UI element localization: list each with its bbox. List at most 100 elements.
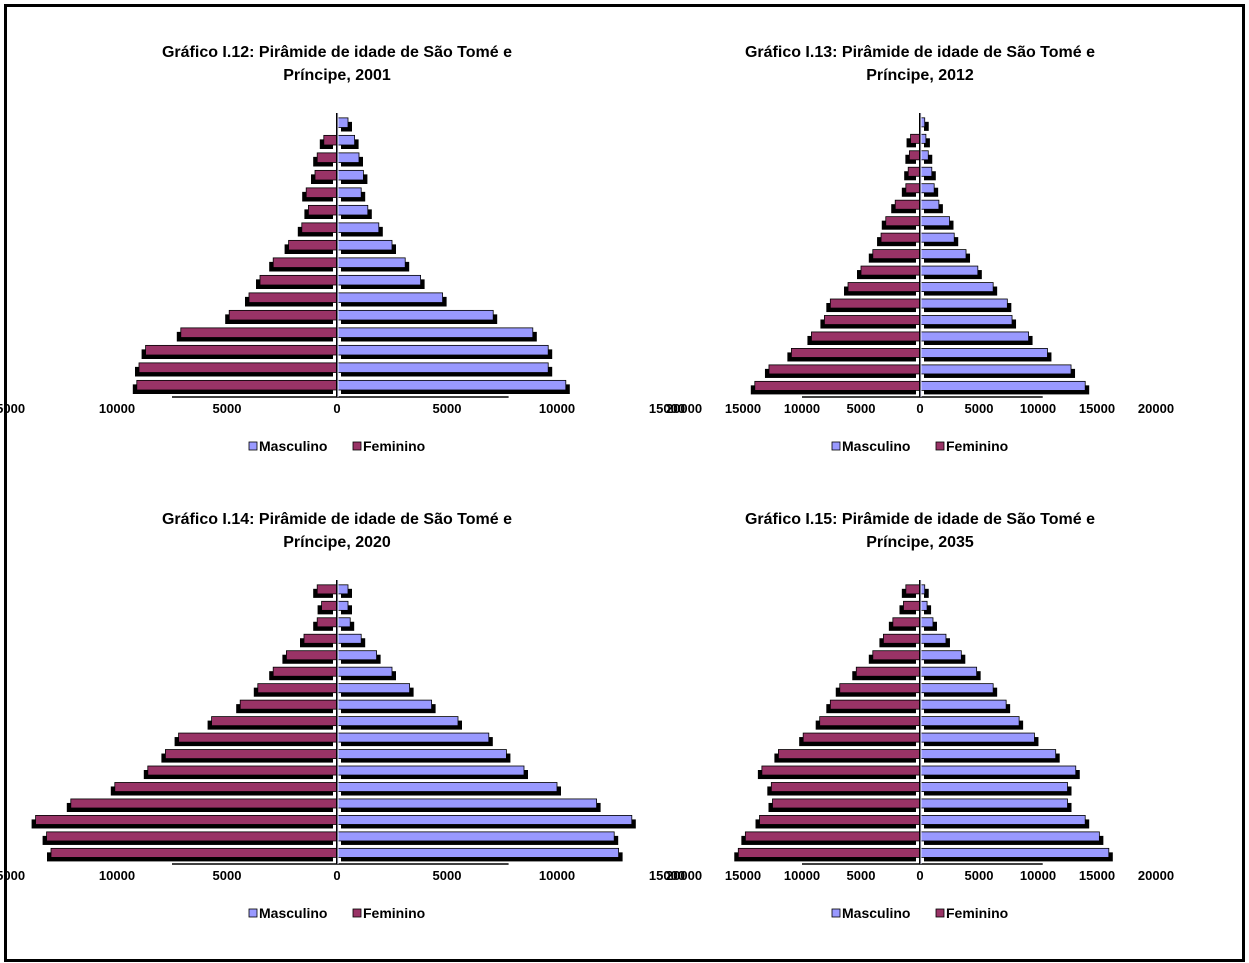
bar-feminino (138, 362, 338, 373)
bar-masculino (336, 749, 507, 759)
legend-swatch-masculino (831, 441, 841, 451)
bar-masculino (336, 344, 549, 356)
bar-feminino (880, 232, 921, 243)
bar-feminino (180, 327, 338, 338)
bar-masculino (919, 699, 1007, 710)
bar-masculino (336, 152, 360, 163)
legend-swatch-feminino (935, 908, 945, 918)
bar-masculino (336, 815, 633, 825)
x-tick-label: 15000 (649, 401, 685, 416)
bar-feminino (307, 204, 338, 216)
bar-masculino (336, 633, 362, 644)
bar-feminino (883, 633, 921, 644)
bar-masculino (919, 782, 1068, 792)
bar-feminino (316, 617, 338, 628)
bar-masculino (919, 265, 979, 276)
bar-feminino (772, 798, 921, 809)
bar-feminino (847, 282, 921, 292)
x-tick-label: 15000 (649, 868, 685, 883)
bar-feminino (305, 187, 338, 198)
bar-feminino (165, 749, 338, 759)
bar-masculino (336, 666, 393, 677)
bar-masculino (336, 600, 349, 611)
bar-masculino (336, 117, 349, 128)
x-tick-label: 5000 (433, 401, 462, 416)
chart-title-line1: Gráfico I.12: Pirâmide de idade de São T… (162, 44, 512, 61)
bar-masculino-shadow (924, 605, 932, 615)
bar-feminino (761, 765, 921, 776)
bar-masculino (919, 798, 1068, 809)
bar-masculino (336, 204, 369, 216)
legend-label-masculino: Masculino (842, 905, 910, 921)
bar-masculino (919, 815, 1086, 825)
legend-swatch-feminino (352, 441, 362, 451)
bar-feminino (303, 633, 338, 644)
bar-masculino (919, 683, 994, 694)
x-tick-label: 10000 (1020, 401, 1056, 416)
legend-label-masculino: Masculino (259, 905, 327, 921)
bar-masculino (336, 292, 443, 303)
bar-feminino (314, 169, 338, 181)
bar-masculino (336, 584, 349, 595)
bar-masculino (919, 298, 1008, 309)
bar-masculino (919, 617, 934, 628)
bar-feminino (829, 298, 921, 309)
bar-masculino (336, 134, 356, 146)
bar-masculino (336, 187, 362, 198)
pyramid-chart-2012: Gráfico I.13: Pirâmide de idade de São T… (666, 44, 1174, 454)
x-tick-label: 15000 (725, 401, 761, 416)
bar-feminino (905, 183, 921, 194)
bar-masculino (919, 199, 940, 210)
bar-feminino (136, 379, 338, 391)
bar-feminino (908, 150, 921, 161)
bar-feminino (824, 315, 921, 325)
bar-feminino (819, 716, 921, 727)
x-tick-label: 10000 (99, 401, 135, 416)
legend-label-masculino: Masculino (259, 438, 327, 454)
bar-feminino (768, 364, 921, 375)
bar-masculino (336, 327, 534, 338)
bar-masculino (336, 274, 421, 286)
bar-masculino (919, 716, 1020, 727)
bar-feminino (790, 348, 921, 358)
x-tick-label: 10000 (784, 868, 820, 883)
bar-masculino (336, 650, 377, 661)
bar-feminino (50, 847, 338, 858)
x-tick-label: 15000 (725, 868, 761, 883)
x-tick-label: 0 (333, 401, 340, 416)
pyramid-chart-2001: Gráfico I.12: Pirâmide de idade de São T… (0, 44, 685, 454)
x-tick-label: 15000 (0, 401, 25, 416)
x-tick-label: 0 (333, 868, 340, 883)
legend-swatch-masculino (831, 908, 841, 918)
bar-feminino (894, 199, 921, 210)
bar-feminino (145, 344, 338, 356)
x-tick-label: 5000 (965, 868, 994, 883)
bar-feminino (811, 331, 921, 342)
bar-feminino (257, 683, 338, 694)
bar-feminino (910, 133, 921, 144)
x-tick-label: 5000 (847, 401, 876, 416)
bar-masculino (336, 847, 620, 858)
bar-masculino (919, 232, 955, 243)
x-tick-label: 0 (916, 868, 923, 883)
bar-feminino (46, 831, 338, 842)
x-tick-label: 0 (916, 401, 923, 416)
x-tick-label: 10000 (99, 868, 135, 883)
bar-feminino (211, 716, 338, 727)
bar-masculino-shadow (924, 588, 929, 598)
bar-feminino (885, 216, 921, 227)
bar-feminino (114, 782, 338, 792)
bar-masculino (336, 362, 549, 373)
bar-masculino (336, 683, 410, 694)
bar-masculino (919, 749, 1057, 759)
x-tick-label: 15000 (1079, 868, 1115, 883)
x-tick-label: 5000 (213, 401, 242, 416)
x-tick-label: 10000 (784, 401, 820, 416)
legend-swatch-masculino (248, 908, 258, 918)
bar-masculino (919, 315, 1013, 325)
bar-feminino (860, 265, 921, 276)
x-tick-label: 10000 (539, 401, 575, 416)
x-tick-label: 15000 (1079, 401, 1115, 416)
bar-masculino (919, 650, 962, 661)
x-tick-label: 20000 (666, 401, 702, 416)
